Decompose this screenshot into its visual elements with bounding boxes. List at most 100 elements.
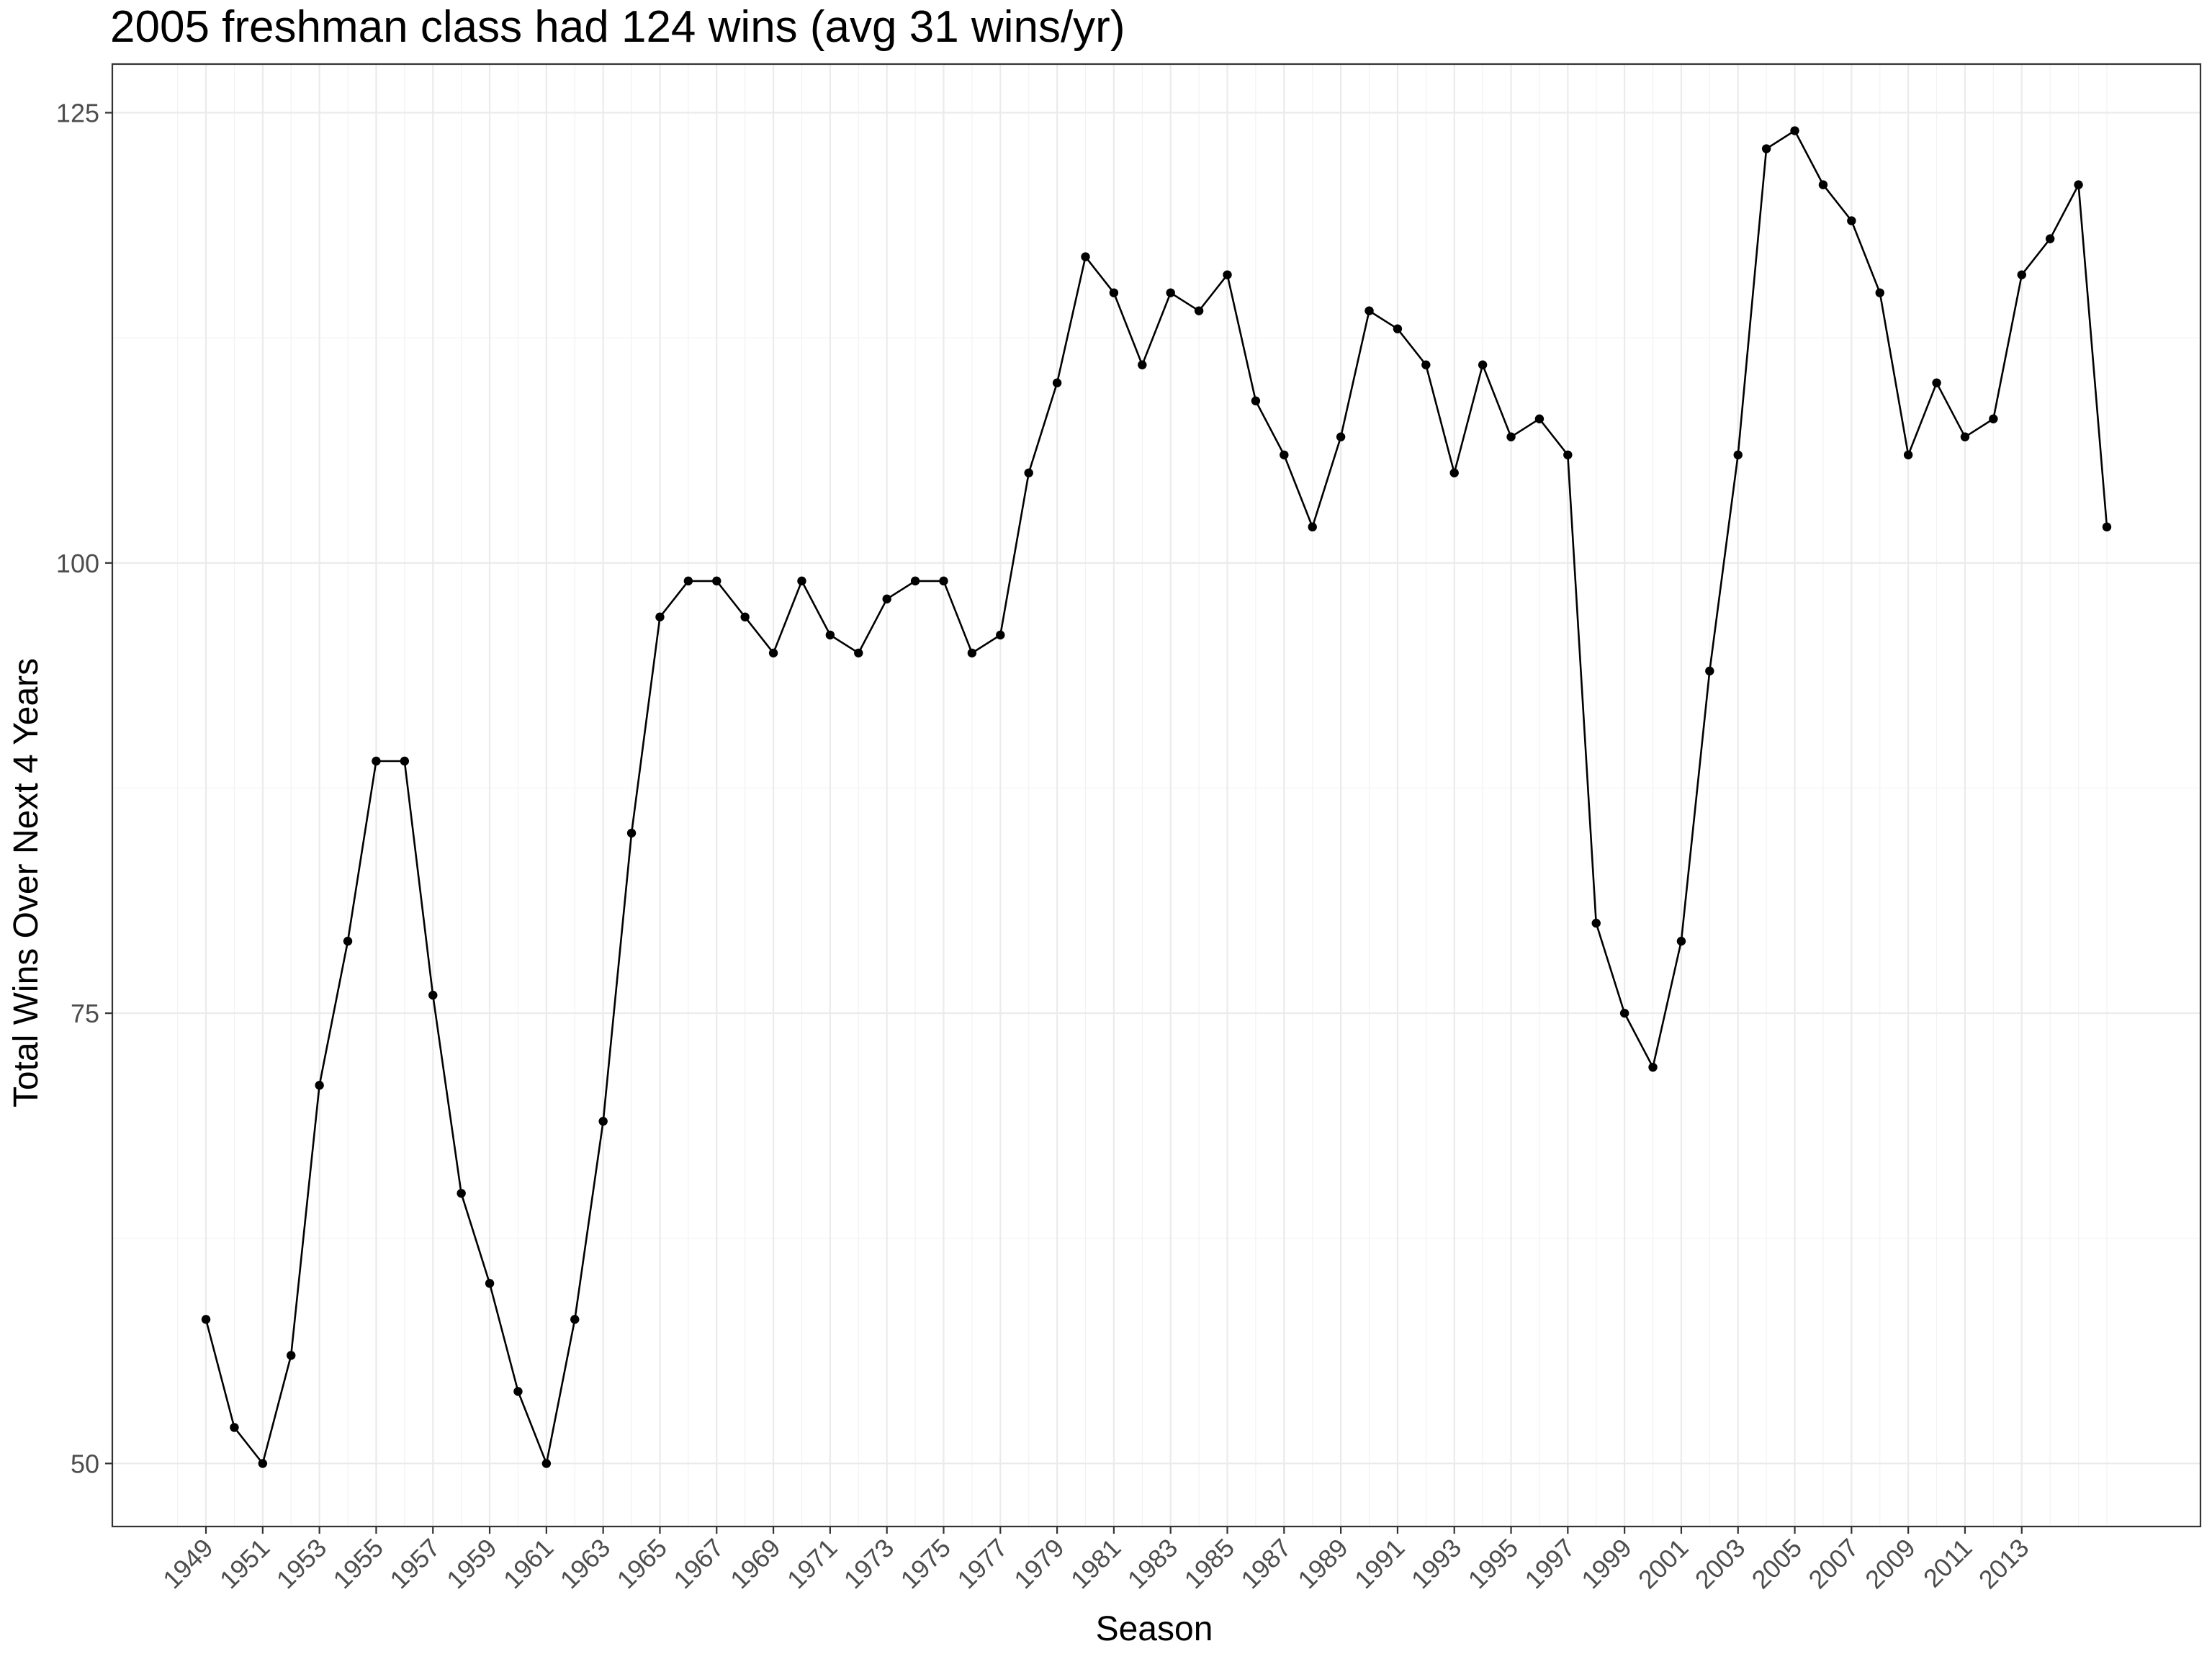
data-point-1953 (315, 1080, 324, 1090)
x-axis: 1949195119531955195719591961196319651967… (157, 1527, 2034, 1594)
data-point-2005 (1790, 126, 1799, 135)
series-line (204, 129, 2108, 1467)
data-point-1983 (1166, 288, 1175, 297)
x-tick-label: 2005 (1746, 1533, 1808, 1595)
x-tick-label: 2013 (1973, 1533, 2035, 1595)
data-point-1969 (768, 648, 778, 658)
data-point-1966 (683, 576, 693, 586)
x-tick-label: 1957 (384, 1533, 446, 1595)
data-point-1980 (1081, 252, 1090, 261)
data-point-1950 (230, 1423, 239, 1432)
data-point-2012 (1989, 414, 1998, 423)
y-axis-title: Total Wins Over Next 4 Years (7, 658, 45, 1107)
series-total-wins (201, 126, 2112, 1468)
x-tick-label: 2003 (1689, 1533, 1751, 1595)
data-point-2008 (1875, 288, 1884, 297)
data-point-1992 (1421, 360, 1431, 369)
data-point-2015 (2074, 180, 2083, 189)
data-point-1955 (372, 756, 381, 766)
data-point-2000 (1648, 1062, 1658, 1072)
data-point-1974 (910, 576, 920, 586)
x-tick-label: 1989 (1292, 1533, 1354, 1595)
data-point-2007 (1847, 216, 1856, 225)
x-tick-label: 1951 (214, 1533, 276, 1595)
x-tick-label: 1979 (1008, 1533, 1070, 1595)
y-tick-label: 50 (71, 1449, 99, 1478)
data-point-1951 (258, 1459, 268, 1468)
x-tick-label: 1965 (611, 1533, 673, 1595)
data-point-1970 (797, 576, 806, 586)
data-point-1993 (1449, 468, 1459, 477)
y-axis: 50 75 100 125 (56, 99, 112, 1478)
x-tick-label: 1967 (667, 1533, 729, 1595)
x-tick-label: 1987 (1235, 1533, 1297, 1595)
x-axis-title: Season (1096, 1610, 1213, 1648)
data-point-1976 (967, 648, 977, 658)
data-point-2004 (1761, 144, 1771, 153)
x-tick-label: 1993 (1406, 1533, 1467, 1595)
data-point-1958 (457, 1189, 466, 1198)
data-point-2014 (2045, 234, 2055, 243)
data-point-1957 (428, 990, 438, 1000)
x-tick-label: 2009 (1859, 1533, 1921, 1595)
y-tick-label: 100 (56, 549, 99, 578)
minor-gridlines (112, 64, 2200, 1527)
data-point-1961 (541, 1459, 552, 1468)
plot-panel-border (111, 63, 2202, 1528)
x-tick-label: 1969 (724, 1533, 786, 1595)
data-point-1990 (1364, 306, 1374, 315)
data-point-1975 (939, 576, 948, 586)
data-point-1987 (1280, 450, 1289, 459)
data-point-1979 (1052, 378, 1062, 387)
data-point-2006 (1818, 180, 1828, 189)
data-point-1960 (513, 1387, 523, 1396)
x-tick-label: 1981 (1065, 1533, 1127, 1595)
data-point-1995 (1506, 432, 1516, 441)
data-point-2009 (1903, 450, 1913, 459)
x-tick-label: 1953 (271, 1533, 333, 1595)
data-point-1996 (1534, 414, 1545, 423)
x-tick-label: 2001 (1632, 1533, 1694, 1595)
x-tick-label: 1991 (1349, 1533, 1411, 1595)
x-tick-label: 1983 (1122, 1533, 1184, 1595)
data-point-1968 (740, 612, 750, 622)
data-point-1998 (1591, 918, 1601, 928)
y-tick-label: 75 (71, 999, 99, 1028)
x-tick-label: 2007 (1802, 1533, 1864, 1595)
x-tick-label: 1961 (498, 1533, 559, 1595)
data-point-1949 (201, 1315, 211, 1324)
x-tick-label: 1995 (1462, 1533, 1524, 1595)
x-tick-label: 1977 (951, 1533, 1013, 1595)
major-gridlines (112, 64, 2200, 1527)
data-point-1984 (1194, 306, 1204, 315)
data-point-2011 (1960, 432, 1970, 441)
data-point-1956 (400, 756, 410, 766)
data-point-2016 (2102, 522, 2112, 532)
x-tick-label: 1975 (895, 1533, 957, 1595)
data-point-2003 (1733, 450, 1743, 459)
x-tick-label: 1955 (327, 1533, 389, 1595)
chart-title: 2005 freshman class had 124 wins (avg 31… (110, 2, 1125, 52)
data-point-1985 (1223, 270, 1232, 279)
x-tick-label: 1963 (554, 1533, 616, 1595)
data-point-1972 (854, 648, 863, 658)
data-point-1982 (1138, 360, 1147, 369)
data-point-1964 (626, 828, 637, 838)
data-point-1977 (996, 630, 1005, 640)
data-point-1994 (1478, 360, 1488, 369)
data-point-1988 (1308, 522, 1317, 532)
data-point-1963 (598, 1117, 608, 1126)
data-point-1986 (1251, 396, 1261, 405)
x-tick-label: 1959 (441, 1533, 503, 1595)
y-tick-label: 125 (56, 99, 99, 128)
x-tick-label: 1973 (838, 1533, 900, 1595)
data-point-2001 (1676, 936, 1686, 946)
data-point-2013 (2017, 270, 2026, 279)
data-point-1959 (485, 1279, 495, 1288)
data-point-1978 (1024, 468, 1033, 477)
x-tick-label: 1985 (1179, 1533, 1241, 1595)
data-point-1981 (1109, 288, 1119, 297)
x-tick-label: 1949 (157, 1533, 219, 1595)
data-point-1967 (712, 576, 721, 586)
